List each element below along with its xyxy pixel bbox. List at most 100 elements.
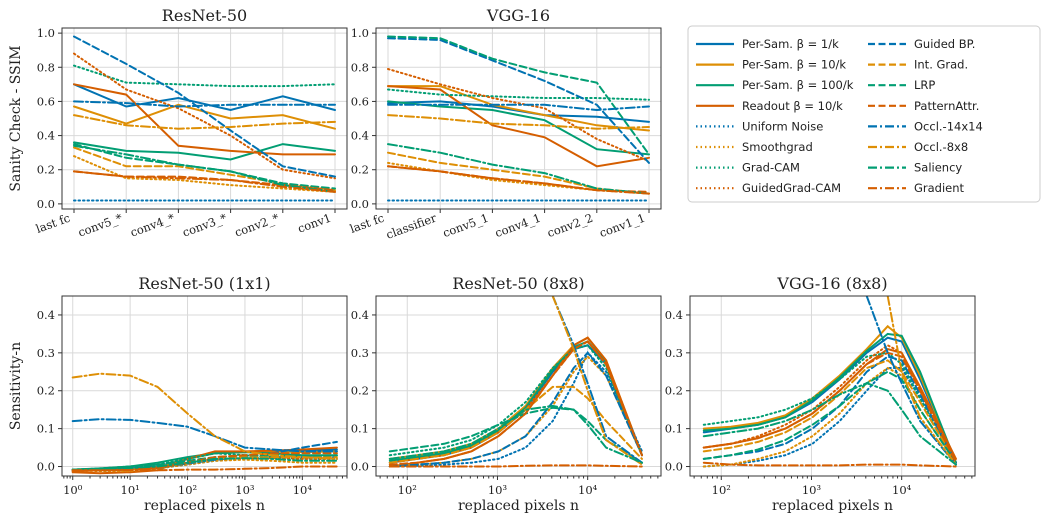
- legend-label: LRP: [914, 78, 935, 92]
- series-line-occl-14x14: [73, 100, 336, 108]
- ytick-label: 0.3: [351, 346, 369, 360]
- ytick-label: 0.4: [37, 129, 55, 143]
- plot-frame: [61, 27, 348, 210]
- xtick-label: 10⁴: [892, 483, 912, 497]
- legend-label: Gradient: [914, 181, 965, 195]
- legend-label: Per-Sam. β = 1/k: [742, 37, 839, 51]
- series-line-per-sam-10-k: [73, 103, 336, 130]
- series-line-occl-14x14: [71, 418, 338, 453]
- xtick-label: 10²: [712, 483, 731, 497]
- legend-label: Uniform Noise: [742, 119, 823, 133]
- xtick-label: 10⁴: [293, 483, 313, 497]
- series-line-saliency: [388, 404, 643, 464]
- ytick-label: 0.8: [37, 60, 55, 74]
- legend-label: Occl.-8x8: [914, 140, 968, 154]
- xtick-label: 10²: [178, 483, 197, 497]
- xtick-label: 10³: [488, 483, 508, 497]
- y-axis-label: Sensitivity-n: [8, 342, 24, 430]
- ytick-label: 0.1: [351, 422, 369, 436]
- series-line-readout-10-k: [73, 83, 336, 156]
- xtick-label: conv4_*: [128, 211, 176, 240]
- xtick-label: last fc: [34, 211, 72, 236]
- xtick-label: 10⁰: [63, 483, 83, 497]
- series-line-lrp: [702, 370, 957, 464]
- series-line-guidedgrad-cam: [73, 52, 336, 180]
- series-line-guided-bp-: [73, 35, 336, 178]
- series-line-gradient: [71, 465, 338, 472]
- ytick-label: 0.2: [37, 163, 55, 177]
- xtick-label: conv1_1: [597, 211, 647, 240]
- legend-frame: [687, 25, 1041, 203]
- series-line-occl-8x8: [551, 296, 643, 466]
- series-line-guided-bp-: [388, 351, 643, 468]
- xtick-label: 10¹: [121, 483, 140, 497]
- legend-label: Saliency: [914, 161, 962, 175]
- xtick-label: 10⁴: [578, 483, 598, 497]
- series-line-occl-8x8: [71, 372, 338, 460]
- series-line-occl-8x8: [387, 114, 650, 130]
- series-line-guided-bp-: [387, 37, 650, 164]
- series-line-uniform-noise: [702, 367, 957, 468]
- ytick-label: 0.8: [351, 60, 369, 74]
- series-line-occl-14x14: [387, 103, 650, 112]
- ytick-label: 1.0: [351, 26, 369, 40]
- ytick-label: 0.0: [351, 197, 369, 211]
- series-line-patternattr-: [702, 351, 957, 464]
- ytick-label: 0.2: [351, 163, 369, 177]
- ytick-label: 0.6: [37, 94, 55, 108]
- series-line-guidedgrad-cam: [387, 68, 650, 163]
- series-line-per-sam-100-k: [73, 141, 336, 161]
- legend-label: Per-Sam. β = 10/k: [742, 58, 846, 72]
- ytick-label: 1.0: [37, 26, 55, 40]
- series-line-gradient: [73, 170, 336, 193]
- series-line-readout-10-k: [388, 336, 643, 468]
- series-group: [702, 296, 957, 468]
- panel-title: VGG-16: [486, 6, 550, 25]
- ytick-label: 0.2: [351, 384, 369, 398]
- series-line-saliency: [71, 457, 338, 471]
- ytick-label: 0.0: [37, 460, 55, 474]
- ytick-label: 0.6: [351, 94, 369, 108]
- legend-label: Smoothgrad: [742, 140, 813, 154]
- series-line-grad-cam: [73, 64, 336, 88]
- series-line-patternattr-: [388, 340, 643, 466]
- legend-label: Int. Grad.: [914, 58, 968, 72]
- legend-label: Grad-CAM: [742, 161, 800, 175]
- y-axis-label: Sanity Check - SSIM: [8, 45, 24, 191]
- ytick-label: 0.2: [37, 384, 55, 398]
- xtick-label: conv5_1: [441, 211, 491, 240]
- plot-frame: [375, 295, 662, 477]
- legend-label: Occl.-14x14: [914, 119, 983, 133]
- xtick-label: conv3_*: [181, 211, 229, 240]
- legend-label: Per-Sam. β = 100/k: [742, 78, 854, 92]
- series-group: [387, 35, 650, 202]
- series-line-lrp: [387, 35, 650, 156]
- panel-title: ResNet-50 (1x1): [138, 274, 270, 293]
- ytick-label: 0.2: [665, 384, 683, 398]
- x-axis-label: replaced pixels n: [772, 498, 893, 514]
- xtick-label: 10²: [398, 483, 417, 497]
- series-line-saliency: [702, 382, 957, 466]
- ytick-label: 0.0: [37, 197, 55, 211]
- plot-frame: [689, 295, 976, 477]
- ytick-label: 0.3: [665, 346, 683, 360]
- legend-label: Readout β = 10/k: [742, 99, 843, 113]
- series-line-occl-8x8: [886, 296, 957, 466]
- panel-title: ResNet-50: [162, 6, 247, 25]
- ytick-label: 0.1: [37, 422, 55, 436]
- series-line-readout-10-k: [387, 85, 650, 168]
- x-axis-label: replaced pixels n: [458, 498, 579, 514]
- plot-frame: [61, 295, 348, 477]
- series-group: [71, 372, 338, 475]
- series-line-guidedgrad-cam: [702, 344, 957, 464]
- series-line-grad-cam: [388, 344, 643, 457]
- series-line-gradient: [388, 464, 643, 468]
- series-line-int-grad-: [387, 151, 650, 195]
- legend-label: Guided BP.: [914, 37, 975, 51]
- ytick-label: 0.4: [665, 308, 683, 322]
- panel-title: ResNet-50 (8x8): [452, 274, 584, 293]
